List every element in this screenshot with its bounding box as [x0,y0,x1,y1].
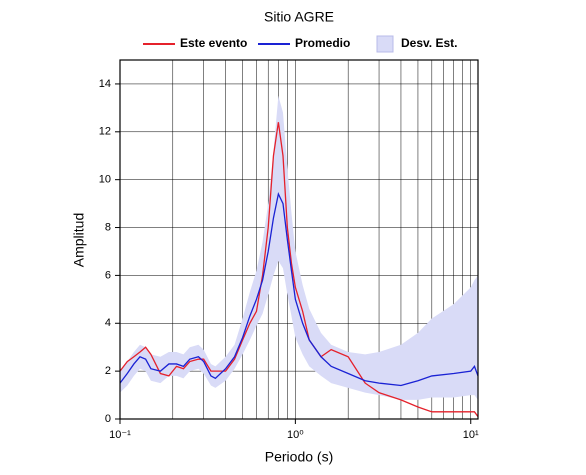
series-line [119,122,479,417]
y-tick-label: 12 [99,126,111,138]
x-tick-label: 10⁻¹ [109,429,131,441]
y-axis-label: Amplitud [71,213,87,267]
legend-label: Este evento [180,36,247,50]
legend-label: Desv. Est. [401,36,457,50]
series-line [119,192,479,387]
y-tick-label: 2 [105,365,111,377]
legend-swatch [376,35,394,53]
y-tick-label: 8 [105,221,111,233]
y-tick-label: 14 [99,78,111,90]
y-tick-label: 6 [105,269,111,281]
y-tick-label: 4 [105,317,111,329]
y-tick-label: 10 [99,174,111,186]
x-tick-label: 10⁰ [287,429,304,441]
plot-frame [119,59,479,420]
y-tick-label: 0 [105,413,111,425]
x-axis-label: Periodo (s) [265,449,333,465]
chart-title: Sitio AGRE [264,9,334,25]
x-tick-label: 10¹ [463,429,479,441]
std-band [120,95,478,400]
legend-label: Promedio [295,36,350,50]
